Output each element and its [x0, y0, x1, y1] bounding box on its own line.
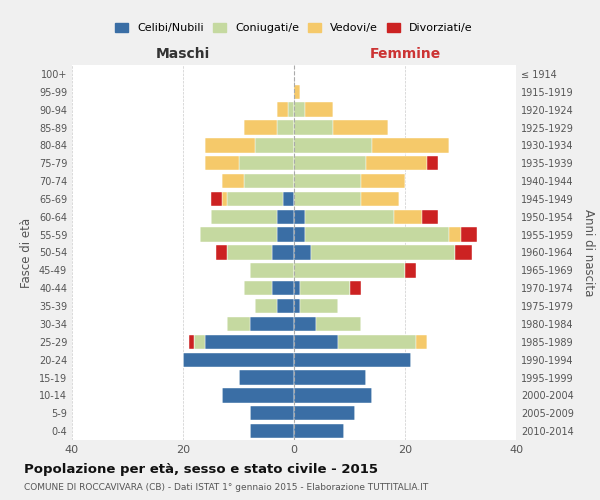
Bar: [422, 210, 438, 224]
Bar: [183, 352, 294, 367]
Bar: [294, 84, 299, 99]
Bar: [277, 228, 294, 242]
Bar: [294, 120, 333, 134]
Bar: [272, 246, 294, 260]
Bar: [200, 228, 277, 242]
Bar: [239, 156, 294, 170]
Bar: [366, 156, 427, 170]
Bar: [294, 138, 372, 152]
Text: COMUNE DI ROCCAVIVARA (CB) - Dati ISTAT 1° gennaio 2015 - Elaborazione TUTTITALI: COMUNE DI ROCCAVIVARA (CB) - Dati ISTAT …: [24, 484, 428, 492]
Bar: [294, 334, 338, 349]
Bar: [211, 210, 277, 224]
Bar: [294, 299, 299, 313]
Bar: [289, 102, 294, 117]
Bar: [294, 102, 305, 117]
Bar: [216, 246, 227, 260]
Bar: [205, 156, 239, 170]
Bar: [255, 299, 277, 313]
Bar: [272, 281, 294, 295]
Bar: [361, 174, 405, 188]
Bar: [250, 263, 294, 278]
Bar: [277, 102, 289, 117]
Bar: [316, 317, 361, 331]
Bar: [244, 120, 277, 134]
Bar: [305, 102, 333, 117]
Bar: [294, 174, 361, 188]
Bar: [299, 281, 349, 295]
Bar: [188, 334, 194, 349]
Bar: [222, 192, 227, 206]
Text: Popolazione per età, sesso e stato civile - 2015: Popolazione per età, sesso e stato civil…: [24, 462, 378, 475]
Bar: [227, 317, 250, 331]
Bar: [361, 192, 400, 206]
Bar: [283, 192, 294, 206]
Bar: [239, 370, 294, 384]
Bar: [205, 334, 294, 349]
Bar: [227, 246, 272, 260]
Bar: [250, 406, 294, 420]
Bar: [294, 388, 372, 402]
Bar: [294, 317, 316, 331]
Bar: [294, 281, 299, 295]
Bar: [294, 406, 355, 420]
Bar: [305, 210, 394, 224]
Bar: [405, 263, 416, 278]
Bar: [305, 228, 449, 242]
Bar: [205, 138, 255, 152]
Legend: Celibi/Nubili, Coniugati/e, Vedovi/e, Divorziati/e: Celibi/Nubili, Coniugati/e, Vedovi/e, Di…: [111, 18, 477, 38]
Bar: [294, 424, 344, 438]
Bar: [372, 138, 449, 152]
Bar: [250, 317, 294, 331]
Bar: [311, 246, 455, 260]
Bar: [277, 210, 294, 224]
Bar: [461, 228, 477, 242]
Bar: [222, 174, 244, 188]
Bar: [338, 334, 416, 349]
Bar: [449, 228, 461, 242]
Bar: [294, 246, 311, 260]
Bar: [222, 388, 294, 402]
Bar: [333, 120, 388, 134]
Bar: [250, 424, 294, 438]
Bar: [277, 299, 294, 313]
Bar: [277, 120, 294, 134]
Bar: [349, 281, 361, 295]
Bar: [294, 352, 410, 367]
Bar: [416, 334, 427, 349]
Text: Maschi: Maschi: [156, 48, 210, 62]
Bar: [394, 210, 422, 224]
Bar: [244, 174, 294, 188]
Bar: [427, 156, 439, 170]
Bar: [255, 138, 294, 152]
Bar: [194, 334, 205, 349]
Y-axis label: Anni di nascita: Anni di nascita: [581, 209, 595, 296]
Bar: [294, 228, 305, 242]
Bar: [211, 192, 222, 206]
Bar: [294, 192, 361, 206]
Bar: [227, 192, 283, 206]
Bar: [294, 263, 405, 278]
Bar: [244, 281, 272, 295]
Y-axis label: Fasce di età: Fasce di età: [20, 218, 33, 288]
Bar: [299, 299, 338, 313]
Bar: [294, 210, 305, 224]
Bar: [294, 156, 366, 170]
Bar: [294, 370, 366, 384]
Text: Femmine: Femmine: [370, 48, 440, 62]
Bar: [455, 246, 472, 260]
